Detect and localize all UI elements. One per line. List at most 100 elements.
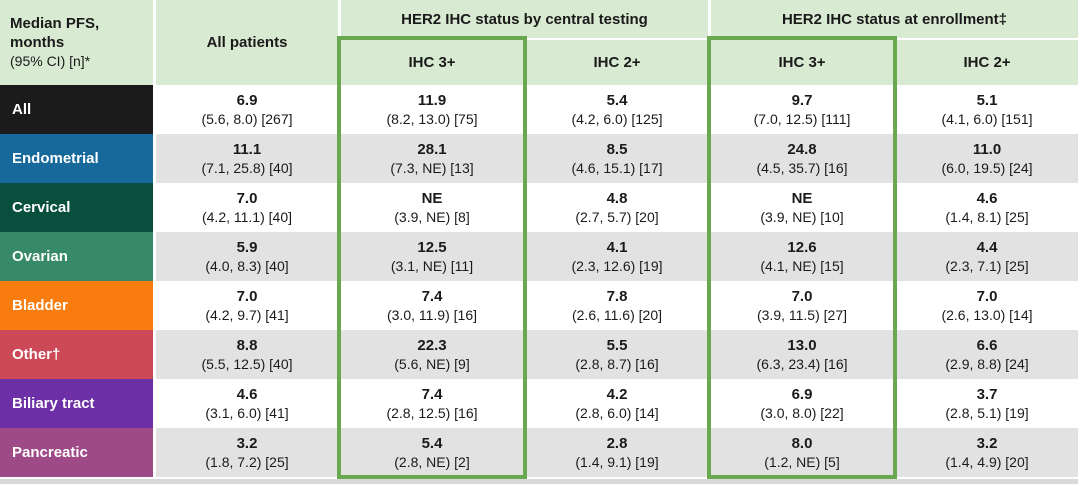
row-label-pancreatic: Pancreatic (0, 428, 153, 477)
median-value: 4.2 (606, 385, 628, 403)
pfs-cell: 4.8 (2.7, 5.7) [20] (526, 183, 708, 232)
median-value: 11.1 (232, 140, 262, 158)
median-value: NE (421, 189, 443, 207)
ci-value: (5.6, NE) [9] (394, 355, 470, 372)
median-value: 11.9 (417, 91, 447, 109)
ci-value: (3.1, NE) [11] (390, 257, 474, 274)
ci-value: (5.6, 8.0) [267] (201, 110, 293, 127)
corner-header: Median PFS, months (95% CI) [n]* (0, 0, 153, 85)
ci-value: (7.0, 12.5) [111] (753, 110, 851, 127)
median-value: 3.2 (236, 434, 258, 452)
pfs-cell: 7.4 (3.0, 11.9) [16] (341, 281, 523, 330)
median-value: 5.4 (421, 434, 443, 452)
ci-value: (5.5, 12.5) [40] (201, 355, 293, 372)
ci-value: (3.0, 8.0) [22] (760, 404, 844, 421)
ci-value: (1.2, NE) [5] (764, 453, 840, 470)
pfs-cell: 22.3 (5.6, NE) [9] (341, 330, 523, 379)
pfs-cell: 7.0 (3.9, 11.5) [27] (711, 281, 893, 330)
pfs-cell: 2.8 (1.4, 9.1) [19] (526, 428, 708, 477)
pfs-cell: 9.7 (7.0, 12.5) [111] (711, 85, 893, 134)
pfs-cell: 3.2 (1.8, 7.2) [25] (156, 428, 338, 477)
ci-value: (1.4, 8.1) [25] (945, 208, 1029, 225)
pfs-cell: 4.2 (2.8, 6.0) [14] (526, 379, 708, 428)
column-header-enrollment-ihc2: IHC 2+ (896, 40, 1078, 85)
ci-value: (7.1, 25.8) [40] (201, 159, 293, 176)
pfs-cell: 6.9 (3.0, 8.0) [22] (711, 379, 893, 428)
ci-value: (4.2, 9.7) [41] (205, 306, 289, 323)
ci-value: (2.6, 13.0) [14] (941, 306, 1033, 323)
ci-value: (4.1, 6.0) [151] (941, 110, 1033, 127)
pfs-cell: 5.4 (2.8, NE) [2] (341, 428, 523, 477)
median-value: 7.0 (791, 287, 813, 305)
ci-value: (4.2, 11.1) [40] (201, 208, 292, 225)
median-value: 8.0 (791, 434, 813, 452)
row-label-cervical: Cervical (0, 183, 153, 232)
median-value: 11.0 (972, 140, 1002, 158)
pfs-cell: 5.1 (4.1, 6.0) [151] (896, 85, 1078, 134)
ci-value: (2.7, 5.7) [20] (575, 208, 659, 225)
median-value: 6.9 (791, 385, 813, 403)
pfs-cell: 4.6 (3.1, 6.0) [41] (156, 379, 338, 428)
pfs-cell: 24.8 (4.5, 35.7) [16] (711, 134, 893, 183)
median-value: 13.0 (787, 336, 817, 354)
ci-value: (2.8, 5.1) [19] (945, 404, 1029, 421)
pfs-cell: 13.0 (6.3, 23.4) [16] (711, 330, 893, 379)
ci-value: (3.9, 11.5) [27] (756, 306, 847, 323)
pfs-cell: NE (3.9, NE) [10] (711, 183, 893, 232)
median-value: 5.1 (976, 91, 998, 109)
median-value: 7.0 (236, 189, 258, 207)
ci-value: (2.3, 12.6) [19] (571, 257, 663, 274)
ci-value: (1.8, 7.2) [25] (205, 453, 289, 470)
median-value: 6.9 (236, 91, 258, 109)
ci-value: (2.8, 6.0) [14] (575, 404, 659, 421)
ci-value: (2.6, 11.6) [20] (571, 306, 662, 323)
row-label-all: All (0, 85, 153, 134)
table-bottom-rule (0, 479, 1078, 484)
pfs-cell: 4.6 (1.4, 8.1) [25] (896, 183, 1078, 232)
column-header-central-ihc2: IHC 2+ (526, 40, 708, 85)
median-value: NE (791, 189, 813, 207)
median-value: 7.8 (606, 287, 628, 305)
ci-value: (6.3, 23.4) [16] (756, 355, 848, 372)
pfs-cell: 8.0 (1.2, NE) [5] (711, 428, 893, 477)
row-label-bladder: Bladder (0, 281, 153, 330)
median-value: 22.3 (417, 336, 447, 354)
pfs-cell: 11.0 (6.0, 19.5) [24] (896, 134, 1078, 183)
pfs-cell: 11.9 (8.2, 13.0) [75] (341, 85, 523, 134)
pfs-cell: 3.2 (1.4, 4.9) [20] (896, 428, 1078, 477)
median-value: 5.4 (606, 91, 628, 109)
corner-title: Median PFS, months (10, 15, 100, 51)
pfs-cell: 28.1 (7.3, NE) [13] (341, 134, 523, 183)
pfs-cell: 11.1 (7.1, 25.8) [40] (156, 134, 338, 183)
median-value: 7.4 (421, 287, 443, 305)
pfs-cell: 8.5 (4.6, 15.1) [17] (526, 134, 708, 183)
pfs-cell: 4.4 (2.3, 7.1) [25] (896, 232, 1078, 281)
pfs-cell: 7.0 (4.2, 11.1) [40] (156, 183, 338, 232)
pfs-cell: 5.4 (4.2, 6.0) [125] (526, 85, 708, 134)
column-header-enrollment-ihc3: IHC 3+ (711, 40, 893, 85)
pfs-cell: 6.6 (2.9, 8.8) [24] (896, 330, 1078, 379)
row-label-endometrial: Endometrial (0, 134, 153, 183)
pfs-cell: NE (3.9, NE) [8] (341, 183, 523, 232)
ci-value: (4.2, 6.0) [125] (571, 110, 663, 127)
pfs-cell: 7.0 (4.2, 9.7) [41] (156, 281, 338, 330)
pfs-cell: 7.0 (2.6, 13.0) [14] (896, 281, 1078, 330)
median-value: 12.5 (417, 238, 447, 256)
median-value: 7.0 (976, 287, 998, 305)
pfs-cell: 7.4 (2.8, 12.5) [16] (341, 379, 523, 428)
median-value: 5.9 (236, 238, 258, 256)
corner-subtitle: (95% CI) [n]* (10, 53, 91, 69)
ci-value: (2.8, NE) [2] (394, 453, 470, 470)
pfs-cell: 5.9 (4.0, 8.3) [40] (156, 232, 338, 281)
ci-value: (6.0, 19.5) [24] (941, 159, 1033, 176)
ci-value: (3.9, NE) [10] (760, 208, 844, 225)
median-value: 8.8 (236, 336, 258, 354)
median-value: 9.7 (791, 91, 813, 109)
ci-value: (1.4, 4.9) [20] (945, 453, 1029, 470)
row-label-other: Other† (0, 330, 153, 379)
median-value: 6.6 (976, 336, 998, 354)
column-header-central-ihc3: IHC 3+ (341, 40, 523, 85)
median-value: 7.4 (421, 385, 443, 403)
ci-value: (1.4, 9.1) [19] (575, 453, 659, 470)
